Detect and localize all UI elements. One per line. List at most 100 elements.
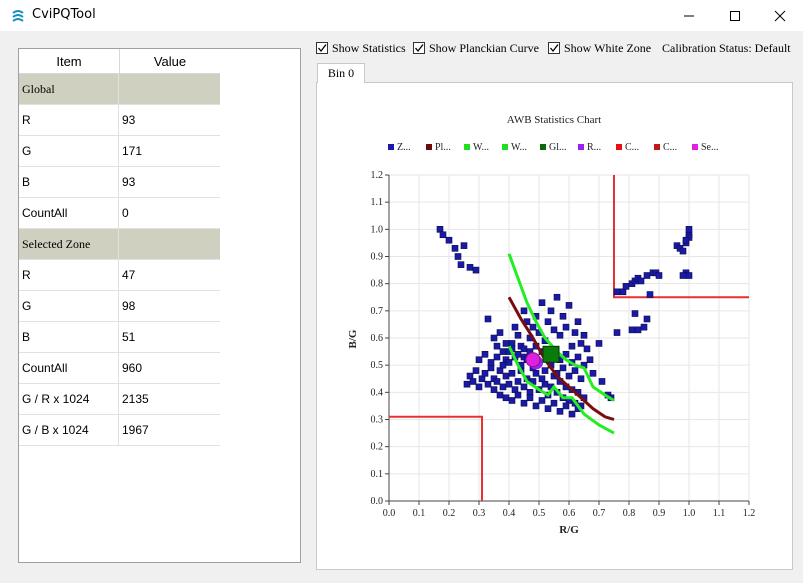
zone-point: [643, 315, 651, 323]
zone-point: [679, 247, 687, 255]
cell-value: 93: [122, 175, 136, 189]
table-section-row[interactable]: Global: [19, 74, 220, 105]
cell-value: 0: [122, 206, 129, 220]
zone-point: [628, 326, 636, 334]
show-statistics-checkbox[interactable]: [316, 42, 328, 54]
x-tick-label: 1.0: [683, 508, 696, 519]
statistics-table: Item Value Global R 93 G 171 B 93 CountAll 0 Sele…: [19, 49, 220, 446]
zone-point: [493, 378, 501, 385]
zone-point: [487, 364, 495, 372]
table-row[interactable]: G / R x 1024 2135: [19, 384, 220, 415]
column-header-item[interactable]: Item: [19, 49, 120, 73]
y-tick-label: 0.8: [371, 279, 384, 290]
legend-label: Pl...: [435, 142, 451, 153]
zone-point: [520, 399, 528, 407]
zone-point: [508, 340, 516, 347]
zone-point: [436, 226, 444, 233]
zone-point: [538, 375, 546, 383]
zone-point: [580, 331, 588, 339]
y-tick-label: 0.2: [371, 442, 384, 453]
cell-item: G / R x 1024: [19, 384, 119, 414]
table-row[interactable]: B 51: [19, 322, 220, 353]
table-row[interactable]: G / B x 1024 1967: [19, 415, 220, 446]
table-row[interactable]: R 47: [19, 260, 220, 291]
x-axis-label: R/G: [559, 524, 579, 536]
column-header-value[interactable]: Value: [153, 53, 187, 69]
legend-swatch: [616, 144, 622, 150]
close-button[interactable]: [757, 0, 803, 31]
zone-point: [637, 277, 645, 285]
table-row[interactable]: G 171: [19, 136, 220, 167]
show-white-zone-option[interactable]: Show White Zone: [548, 40, 651, 56]
y-tick-label: 1.1: [371, 197, 384, 208]
table-row[interactable]: CountAll 960: [19, 353, 220, 384]
zone-point: [577, 375, 585, 383]
cell-item: Selected Zone: [19, 229, 119, 259]
cell-value: 1967: [122, 423, 149, 437]
zone-point: [682, 236, 690, 244]
zone-point: [460, 242, 468, 249]
show-statistics-option[interactable]: Show Statistics: [316, 40, 406, 56]
cell-value: 960: [122, 361, 143, 375]
zone-point: [493, 342, 501, 350]
tab-bin-0[interactable]: Bin 0: [317, 63, 365, 83]
zone-point: [685, 226, 693, 233]
minimize-button[interactable]: [666, 0, 712, 31]
show-planckian-option[interactable]: Show Planckian Curve: [413, 40, 539, 56]
zone-point: [595, 340, 603, 347]
x-tick-label: 1.2: [743, 508, 756, 519]
x-tick-label: 0.8: [623, 508, 636, 519]
legend-label: Se...: [701, 142, 719, 153]
zone-point: [514, 391, 522, 399]
show-white-zone-checkbox[interactable]: [548, 42, 560, 54]
table-header: Item Value: [19, 49, 220, 74]
zone-point: [562, 350, 570, 358]
zone-point: [487, 359, 495, 366]
y-tick-label: 0.6: [371, 333, 384, 344]
zone-point: [562, 402, 570, 410]
zone-point: [520, 345, 528, 353]
zone-point: [613, 288, 621, 296]
x-tick-label: 1.1: [713, 508, 726, 519]
zone-point: [493, 353, 501, 361]
app-logo-icon: [12, 10, 24, 22]
zone-point: [538, 299, 546, 306]
table-section-row[interactable]: Selected Zone: [19, 229, 220, 260]
zone-point: [484, 315, 492, 323]
calibration-status-label: Calibration Status: Default: [662, 40, 791, 55]
x-tick-label: 0.0: [383, 508, 396, 519]
zone-point: [634, 326, 642, 334]
y-tick-label: 1.2: [371, 170, 384, 181]
zone-point: [532, 370, 540, 377]
zone-point: [679, 272, 687, 279]
y-tick-label: 0.4: [371, 387, 384, 398]
zone-point: [472, 266, 480, 274]
cell-item: R: [19, 260, 119, 290]
cell-item: CountAll: [19, 353, 119, 383]
zone-point: [562, 323, 570, 331]
legend-swatch: [654, 144, 660, 150]
zone-point: [520, 307, 528, 315]
calibration-line-upper: [613, 175, 749, 299]
calibration-status: Calibration Status: Default: [662, 40, 791, 56]
zone-point: [508, 397, 516, 404]
show-planckian-checkbox[interactable]: [413, 42, 425, 54]
table-row[interactable]: CountAll 0: [19, 198, 220, 229]
zone-point: [556, 408, 564, 415]
x-tick-label: 0.9: [653, 508, 666, 519]
zone-point: [550, 399, 558, 407]
maximize-button[interactable]: [712, 0, 758, 31]
white-zone-upper-line: [507, 253, 615, 402]
zone-point: [559, 312, 567, 320]
table-row[interactable]: G 98: [19, 291, 220, 322]
zone-point: [457, 261, 465, 268]
zone-point: [514, 331, 522, 339]
selected-point: [525, 352, 541, 368]
zone-point: [496, 391, 504, 399]
table-row[interactable]: R 93: [19, 105, 220, 136]
zone-point: [685, 272, 693, 279]
zone-point: [622, 283, 630, 290]
zone-point: [583, 345, 591, 353]
table-row[interactable]: B 93: [19, 167, 220, 198]
zone-point: [568, 410, 576, 418]
